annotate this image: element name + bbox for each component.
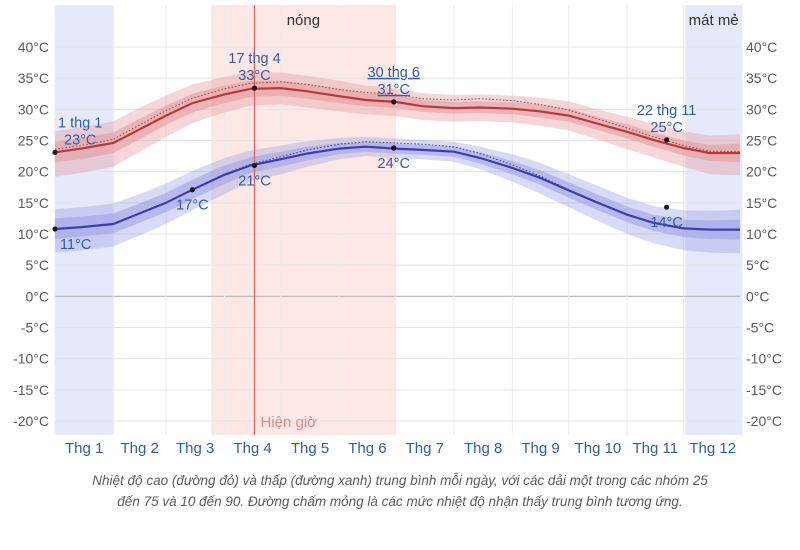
current-date-label: Hiện giờ — [260, 414, 317, 431]
annotation-date-0: 1 thg 1 — [58, 115, 102, 131]
y-tick-right-12: -20°C — [746, 413, 782, 429]
x-tick-6: Thg 7 — [406, 440, 444, 457]
series-0-band-25-75 — [55, 80, 740, 163]
y-tick-left-10: -10°C — [13, 351, 49, 367]
series-percentile-bands — [55, 71, 740, 254]
x-tick-2: Thg 3 — [176, 440, 214, 457]
y-tick-left-0: 40°C — [18, 39, 49, 55]
annotation-point-0 — [52, 149, 58, 155]
x-tick-0: Thg 1 — [65, 440, 103, 457]
annotation-value-6: 24°C — [378, 156, 410, 172]
annotation-point-5 — [391, 99, 397, 105]
caption-line-2: đến 75 và 10 đến 90. Đường chấm mỏng là … — [117, 494, 683, 509]
y-tick-left-11: -15°C — [13, 382, 49, 398]
y-tick-left-12: -20°C — [13, 413, 49, 429]
annotation-value-4: 21°C — [238, 173, 270, 189]
x-tick-7: Thg 8 — [464, 440, 502, 457]
x-tick-3: Thg 4 — [233, 440, 271, 457]
annotation-value-3: 33°C — [238, 68, 270, 84]
y-tick-right-10: -10°C — [746, 351, 782, 367]
y-tick-right-11: -15°C — [746, 382, 782, 398]
annotation-point-1 — [52, 226, 58, 232]
y-tick-left-3: 25°C — [18, 133, 49, 149]
annotation-point-8 — [664, 204, 670, 210]
y-tick-right-6: 10°C — [746, 226, 777, 242]
annotation-value-5: 31°C — [378, 82, 410, 98]
annotation-point-3 — [251, 85, 258, 91]
annotation-point-4 — [251, 162, 258, 169]
y-tick-left-4: 20°C — [18, 164, 49, 180]
y-tick-right-7: 5°C — [746, 257, 770, 273]
x-axis: Thg 1 Thg 2 Thg 3 Thg 4 Thg 5 Thg 6 Thg 7 Thg 8… — [65, 440, 736, 457]
annotation-point-2 — [189, 187, 195, 193]
y-tick-left-5: 15°C — [18, 195, 49, 211]
y-tick-left-8: 0°C — [26, 288, 50, 304]
series-1-band-10-90 — [55, 136, 740, 254]
current-date-marker: Hiện giờ — [253, 5, 317, 435]
y-tick-right-8: 0°C — [746, 288, 770, 304]
annotation-value-1: 11°C — [60, 237, 91, 253]
caption-line-1: Nhiệt độ cao (đường đỏ) và thấp (đường x… — [92, 473, 708, 488]
annotation-point-7 — [664, 137, 670, 143]
y-axis-left: 40°C 35°C 30°C 25°C 20°C 15°C 10°C 5°C 0°C -5°C -1… — [13, 39, 49, 429]
annotation-date-3: 17 thg 4 — [228, 51, 280, 67]
annotation-point-6 — [391, 145, 397, 151]
season-label-1: mát mẻ — [689, 12, 739, 29]
x-tick-10: Thg 11 — [633, 440, 679, 457]
y-tick-right-2: 30°C — [746, 101, 777, 117]
y-tick-left-1: 35°C — [18, 70, 49, 86]
annotation-date-5: 30 thg 6 — [368, 65, 420, 81]
y-tick-right-3: 25°C — [746, 133, 777, 149]
chart-caption: Nhiệt độ cao (đường đỏ) và thấp (đường x… — [20, 470, 780, 512]
season-label-0: nóng — [287, 12, 320, 29]
annotation-points — [52, 85, 670, 232]
y-axis-right: 40°C 35°C 30°C 25°C 20°C 15°C 10°C 5°C 0°C -5°C -1… — [746, 39, 782, 429]
x-tick-11: Thg 12 — [689, 440, 736, 457]
x-tick-4: Thg 5 — [291, 440, 329, 457]
y-tick-right-0: 40°C — [746, 39, 777, 55]
y-tick-right-4: 20°C — [746, 164, 777, 180]
y-tick-right-9: -5°C — [746, 320, 774, 336]
season-band-0 — [211, 5, 396, 435]
series-1-band-25-75 — [55, 141, 740, 240]
annotation-labels: 1 thg 123°C 11°C 17°C 17 thg 433°C 21°C 30 th… — [58, 51, 696, 253]
series-0-feels-like-line — [54, 81, 741, 153]
y-tick-right-1: 35°C — [746, 70, 777, 86]
x-tick-1: Thg 2 — [121, 440, 159, 457]
x-tick-9: Thg 10 — [575, 440, 622, 457]
y-tick-left-9: -5°C — [21, 320, 49, 336]
y-tick-right-5: 15°C — [746, 195, 777, 211]
annotation-value-0: 23°C — [64, 132, 96, 148]
annotation-value-8: 14°C — [650, 215, 682, 231]
temperature-chart: nóng mát mẻ Hiện giờ 40°C 35°C 30°C 25°C 20°C… — [13, 5, 782, 457]
x-tick-5: Thg 6 — [348, 440, 386, 457]
annotation-value-7: 25°C — [650, 120, 682, 136]
y-tick-left-7: 5°C — [26, 257, 50, 273]
y-tick-left-2: 30°C — [18, 101, 49, 117]
y-tick-left-6: 10°C — [18, 226, 49, 242]
annotation-value-2: 17°C — [176, 198, 208, 214]
x-tick-8: Thg 9 — [521, 440, 559, 457]
annotation-date-7: 22 thg 11 — [637, 103, 696, 119]
